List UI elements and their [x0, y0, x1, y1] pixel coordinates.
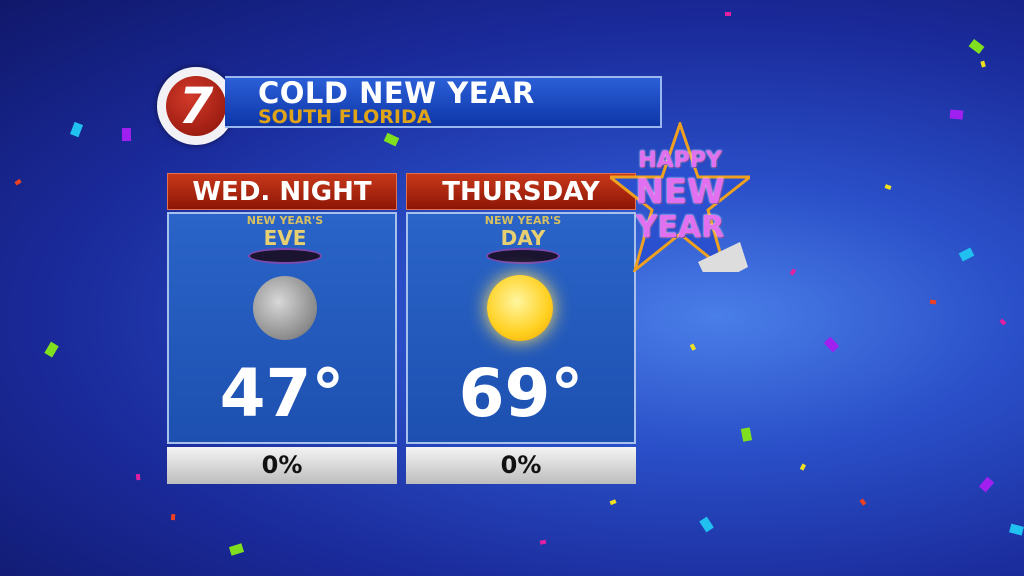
precip-chance: 0%	[406, 447, 636, 484]
confetti-piece	[929, 299, 937, 305]
confetti-piece	[799, 463, 807, 471]
page-subtitle: SOUTH FLORIDA	[258, 106, 432, 128]
logo-number: 7	[166, 76, 226, 136]
confetti-piece	[725, 12, 731, 17]
confetti-piece	[740, 427, 753, 442]
confetti-piece	[949, 109, 964, 120]
new-years-day-badge: NEW YEAR'S DAY	[478, 212, 568, 266]
confetti-piece	[609, 499, 617, 506]
confetti-piece	[859, 498, 867, 506]
confetti-piece	[980, 60, 986, 68]
happy-new-year-graphic: HAPPY NEW YEAR	[610, 122, 750, 272]
confetti-piece	[539, 539, 547, 545]
hny-line1: HAPPY	[638, 148, 722, 173]
new-years-eve-badge: NEW YEAR'S EVE	[240, 212, 330, 266]
confetti-piece	[823, 336, 840, 353]
page-title: COLD NEW YEAR	[258, 76, 535, 110]
badge-line2: DAY	[500, 226, 546, 250]
day-label: WED. NIGHT	[167, 173, 397, 210]
confetti-piece	[44, 341, 59, 358]
confetti-piece	[14, 178, 22, 186]
confetti-piece	[1009, 523, 1024, 536]
confetti-piece	[170, 513, 176, 521]
star-icon	[610, 122, 750, 272]
hny-line3: YEAR	[635, 210, 725, 245]
channel-7-logo: 7	[157, 67, 235, 145]
sun-icon	[487, 275, 553, 341]
temperature: 47°	[219, 355, 345, 432]
confetti-piece	[689, 343, 697, 351]
hny-line2: NEW	[635, 172, 725, 212]
precip-chance: 0%	[167, 447, 397, 484]
day-label: THURSDAY	[406, 173, 636, 210]
badge-line1: NEW YEAR'S	[246, 214, 324, 227]
confetti-piece	[789, 268, 797, 276]
confetti-piece	[958, 247, 975, 262]
badge-line1: NEW YEAR'S	[484, 214, 562, 227]
confetti-piece	[884, 184, 892, 191]
confetti-piece	[999, 318, 1007, 326]
moon-icon	[253, 276, 317, 340]
confetti-piece	[135, 473, 141, 481]
confetti-piece	[69, 121, 84, 138]
confetti-piece	[121, 127, 132, 142]
confetti-piece	[978, 476, 995, 493]
title-bar	[225, 76, 662, 128]
confetti-piece	[968, 39, 985, 55]
confetti-piece	[228, 543, 245, 556]
confetti-piece	[383, 132, 400, 147]
confetti-piece	[699, 516, 714, 533]
badge-line2: EVE	[263, 226, 307, 250]
temperature: 69°	[458, 355, 584, 432]
